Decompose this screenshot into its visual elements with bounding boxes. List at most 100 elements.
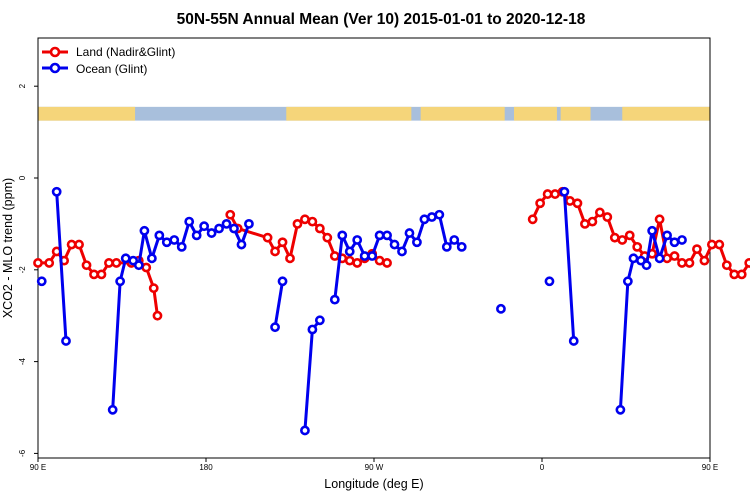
x-axis-label: Longitude (deg E) [324,477,423,491]
land-point [152,310,163,321]
land-point [542,189,553,199]
ocean-point [389,239,400,250]
land-point [322,232,333,243]
ocean-point [307,324,318,335]
land-point [148,283,159,294]
land-point [684,258,695,268]
y-tick-label: -4 [18,358,27,366]
land-point [527,214,538,225]
land-point [565,196,575,206]
ocean-point [434,209,445,220]
ocean-point [115,276,126,287]
ocean-point [277,276,288,287]
y-axis-label: XCO2 - MLO trend (ppm) [1,178,15,318]
ocean-point [647,225,658,236]
land-point [270,246,280,257]
ocean-point [199,221,210,232]
land-point [96,269,107,280]
x-tick-label: 90 E [702,463,718,472]
ocean-point [404,228,415,238]
ocean-point [337,230,348,241]
land-strip [420,106,505,121]
legend: Land (Nadir&Glint) Ocean (Glint) [42,45,175,76]
land-point [300,214,310,225]
ocean-point [367,251,378,261]
ocean-point [559,186,570,197]
land-point [617,235,628,245]
land-point [33,258,43,268]
x-tick-label: 90 W [365,463,384,472]
ocean-point [374,230,385,241]
land-point [89,269,99,280]
ocean-point [352,235,363,245]
y-tick-label: 0 [18,175,27,180]
land-point [344,255,355,266]
land-point [277,237,288,248]
ocean-point [61,336,71,346]
ocean-point [236,239,247,250]
land-point [602,212,613,222]
legend-land-marker [49,46,61,58]
ocean-point [344,246,355,257]
land-point [66,239,77,250]
ocean-point [244,219,254,229]
ocean-point [146,253,157,264]
land-point [721,260,732,271]
ocean-point [154,230,165,241]
ocean-point [622,276,633,287]
legend-ocean-marker [49,62,61,74]
y-tick-label: 2 [18,83,27,88]
land-strip [38,106,136,121]
ocean-point [628,253,639,264]
land-point [654,214,665,225]
land-point [307,216,318,227]
ocean-line [303,319,322,431]
ocean-line [55,191,68,342]
ocean-point [51,186,62,197]
land-point [624,230,635,241]
series-layer [33,186,750,436]
land-point [662,253,672,264]
ocean-line [562,191,576,342]
ocean-point [120,253,131,264]
ocean-line [618,229,683,410]
land-point [594,207,605,218]
land-point [314,223,325,234]
land-point [692,244,702,255]
ocean-line [333,213,463,300]
land-point [580,219,590,229]
land-point [729,269,740,280]
ocean-point [184,216,195,227]
x-tick-label: 90 E [30,463,46,472]
y-tick-label: -6 [18,449,27,457]
ocean-point [654,253,665,264]
ocean-line [273,281,285,328]
ocean-point [329,294,340,305]
ocean-point [544,276,555,287]
ocean-point [397,246,407,257]
land-point [550,189,560,199]
ocean-point [669,237,680,248]
ocean-point [133,260,144,271]
land-point [104,258,114,268]
y-tick-label: -2 [18,266,27,274]
land-ocean-band [38,106,710,121]
land-point [111,258,122,268]
land-strip [622,106,710,121]
ocean-point [412,237,422,248]
ocean-point [191,230,202,241]
land-point [609,232,620,243]
ocean-point [382,230,392,241]
ocean-point [641,260,652,271]
land-point [587,216,598,227]
land-strip [514,106,557,121]
legend-land-label: Land (Nadir&Glint) [76,45,175,59]
ocean-point [229,223,239,234]
land-point [74,239,84,250]
x-tick-label: 0 [540,463,545,472]
land-point [285,253,295,264]
land-point [81,260,92,271]
ocean-point [496,303,506,314]
